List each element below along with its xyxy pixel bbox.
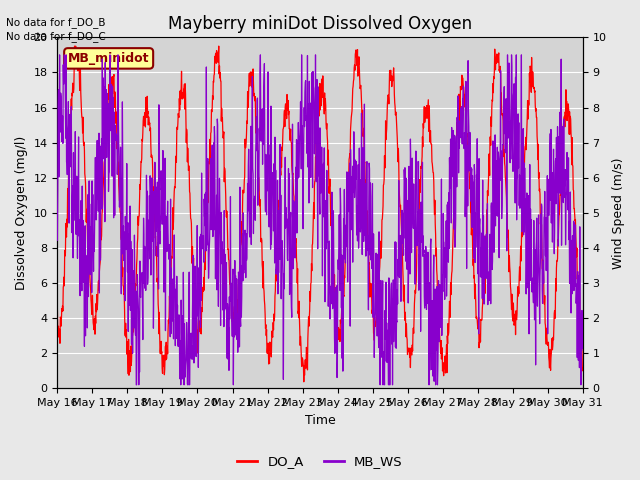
X-axis label: Time: Time [305, 414, 335, 427]
Text: No data for f_DO_B: No data for f_DO_B [6, 17, 106, 28]
Title: Mayberry miniDot Dissolved Oxygen: Mayberry miniDot Dissolved Oxygen [168, 15, 472, 33]
Text: MB_minidot: MB_minidot [68, 52, 149, 65]
Legend: DO_A, MB_WS: DO_A, MB_WS [232, 450, 408, 473]
Y-axis label: Wind Speed (m/s): Wind Speed (m/s) [612, 157, 625, 269]
Text: No data for f_DO_C: No data for f_DO_C [6, 31, 106, 42]
Y-axis label: Dissolved Oxygen (mg/l): Dissolved Oxygen (mg/l) [15, 136, 28, 290]
